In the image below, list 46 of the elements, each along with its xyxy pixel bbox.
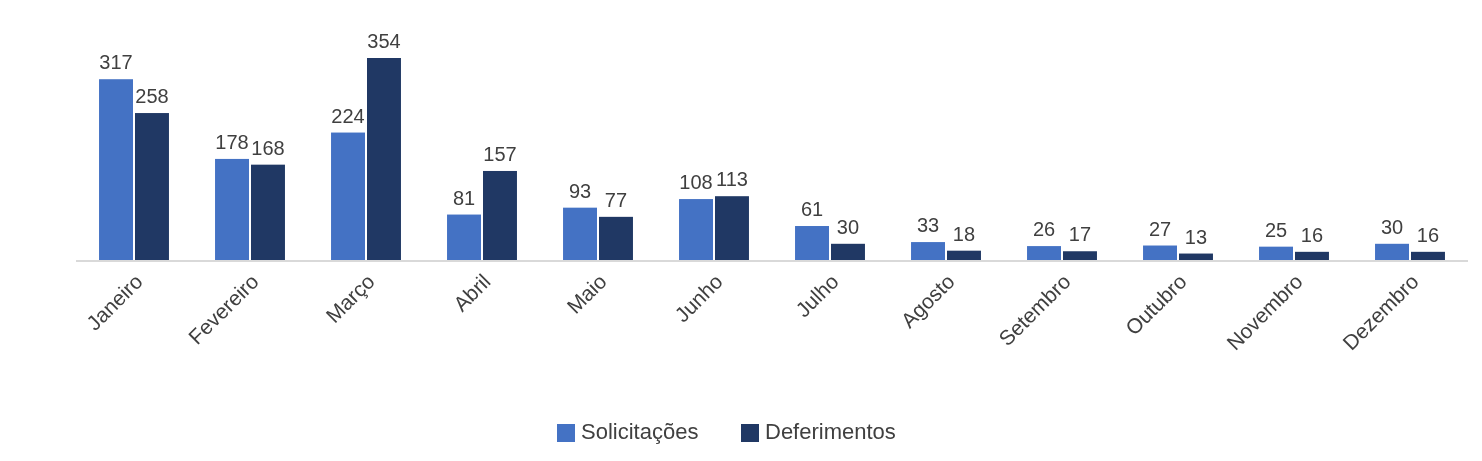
data-label: 13 bbox=[1184, 225, 1208, 248]
bar bbox=[251, 164, 285, 261]
bar bbox=[599, 216, 633, 261]
data-label: 25 bbox=[1264, 218, 1288, 241]
bar bbox=[215, 158, 249, 261]
bar bbox=[679, 199, 713, 261]
legend-label: Solicitações bbox=[581, 418, 699, 444]
data-label: 93 bbox=[568, 179, 592, 202]
bar bbox=[715, 196, 749, 261]
data-label: 168 bbox=[251, 136, 285, 159]
data-label: 30 bbox=[836, 215, 860, 238]
data-label: 17 bbox=[1068, 223, 1092, 246]
data-label: 26 bbox=[1032, 218, 1056, 241]
data-label: 354 bbox=[367, 30, 401, 52]
bar bbox=[483, 170, 517, 261]
legend-label: Deferimentos bbox=[765, 418, 896, 444]
data-label: 30 bbox=[1380, 215, 1404, 238]
bar bbox=[795, 226, 829, 261]
bar bbox=[367, 58, 401, 261]
bar bbox=[447, 214, 481, 261]
data-label: 33 bbox=[916, 214, 940, 237]
bar bbox=[1027, 246, 1061, 261]
data-label: 18 bbox=[952, 222, 976, 245]
data-label: 81 bbox=[452, 186, 476, 209]
bar bbox=[331, 132, 365, 261]
bar bbox=[1143, 245, 1177, 261]
bar bbox=[911, 242, 945, 261]
data-label: 77 bbox=[604, 188, 628, 211]
bar bbox=[135, 113, 169, 261]
bar bbox=[563, 207, 597, 261]
data-label: 27 bbox=[1148, 217, 1172, 240]
data-label: 258 bbox=[135, 85, 169, 108]
data-label: 178 bbox=[215, 130, 249, 153]
bar bbox=[1259, 246, 1293, 261]
data-label: 157 bbox=[483, 142, 517, 165]
data-label: 317 bbox=[99, 51, 133, 74]
data-label: 224 bbox=[331, 104, 365, 127]
bar bbox=[99, 79, 133, 261]
bar bbox=[1063, 251, 1097, 261]
data-label: 16 bbox=[1300, 223, 1324, 246]
bar bbox=[1375, 243, 1409, 261]
data-label: 113 bbox=[716, 168, 748, 191]
bar bbox=[831, 243, 865, 261]
data-label: 108 bbox=[679, 171, 713, 194]
data-label: 61 bbox=[800, 198, 824, 221]
data-label: 16 bbox=[1416, 223, 1440, 246]
